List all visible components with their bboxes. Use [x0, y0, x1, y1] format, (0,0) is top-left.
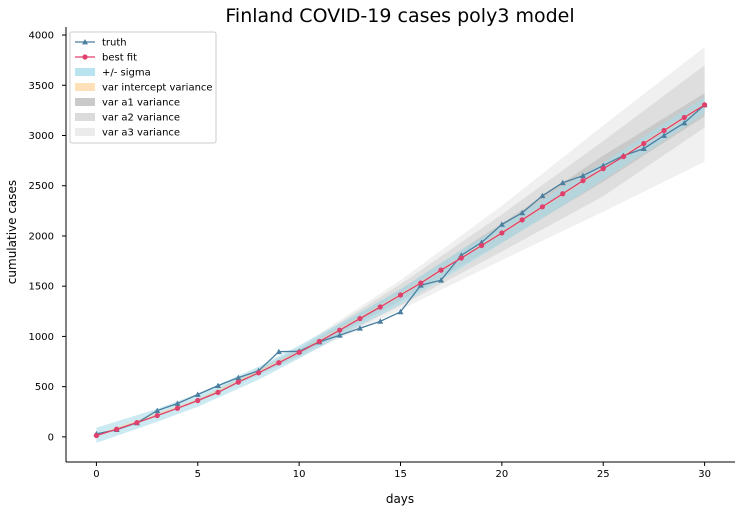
legend-label: var a1 variance [102, 98, 180, 109]
legend-item-sigma: +/- sigma [75, 68, 151, 79]
point-truth [397, 308, 404, 315]
legend: truth best fit +/- sigma var intercept vari… [69, 31, 217, 144]
x-axis-label: days [386, 492, 414, 506]
point-best-fit [620, 153, 627, 160]
point-truth [194, 391, 201, 397]
point-best-fit [174, 405, 181, 411]
point-best-fit [397, 292, 404, 298]
point-truth [438, 277, 445, 283]
point-best-fit [357, 315, 363, 322]
legend-label: +/- sigma [102, 68, 151, 79]
y-tick-label: 1500 [29, 282, 54, 293]
series-best-fit [93, 102, 708, 439]
y-tick-label: 1000 [29, 332, 54, 343]
x-tick-label: 10 [293, 469, 306, 480]
legend-swatch [75, 98, 95, 106]
point-truth [640, 145, 647, 151]
y-axis-label: cumulative cases [5, 180, 19, 284]
point-truth [579, 172, 586, 179]
point-best-fit [114, 426, 120, 432]
legend-label: best fit [102, 53, 137, 64]
x-tick-label: 15 [394, 469, 407, 480]
legend-item-var-a3-variance: var a3 variance [75, 128, 180, 139]
point-best-fit [458, 255, 464, 261]
legend-label: var a3 variance [102, 128, 180, 139]
point-best-fit [255, 370, 262, 376]
legend-swatch [75, 113, 95, 121]
legend-label: var a2 variance [102, 113, 180, 124]
point-truth [235, 374, 242, 381]
point-best-fit [316, 338, 323, 345]
legend-box [69, 31, 217, 144]
point-truth [539, 192, 546, 199]
legend-item-best-fit: best fit [75, 53, 137, 64]
point-best-fit [296, 349, 302, 355]
chart-title: Finland COVID-19 cases poly3 model [225, 5, 574, 27]
legend-swatch [75, 68, 95, 76]
point-truth [336, 332, 343, 338]
point-best-fit [377, 304, 383, 310]
point-best-fit [418, 280, 424, 286]
legend-item-var-a2-variance: var a2 variance [75, 113, 180, 124]
point-truth [498, 221, 505, 227]
legend-item-var-intercept-variance: var intercept variance [75, 83, 213, 94]
point-best-fit [661, 127, 667, 134]
point-best-fit [93, 432, 100, 439]
point-truth [377, 318, 384, 324]
point-best-fit [681, 114, 687, 121]
point-best-fit [438, 267, 444, 273]
point-best-fit [195, 397, 201, 404]
x-tick-label: 20 [495, 469, 508, 480]
point-truth [661, 132, 668, 138]
point-truth [154, 407, 161, 413]
data-series [93, 101, 708, 439]
legend-swatch [75, 128, 95, 136]
point-best-fit [154, 412, 160, 419]
y-tick-label: 3000 [29, 131, 54, 142]
point-best-fit [276, 360, 282, 366]
point-truth [174, 400, 181, 406]
point-best-fit [235, 379, 241, 385]
x-tick-label: 25 [597, 469, 610, 480]
point-best-fit [134, 420, 140, 426]
point-best-fit [701, 102, 708, 108]
x-tick-label: 5 [195, 469, 201, 480]
legend-marker [82, 39, 88, 45]
point-best-fit [478, 242, 485, 249]
point-best-fit [519, 217, 525, 223]
point-truth [681, 119, 688, 126]
y-tick-label: 2000 [29, 231, 54, 242]
point-best-fit [641, 140, 647, 147]
point-best-fit [539, 204, 546, 210]
point-best-fit [560, 191, 566, 197]
point-best-fit [215, 389, 221, 395]
point-best-fit [600, 166, 606, 172]
legend-label: var intercept variance [102, 83, 213, 94]
legend-item-truth: truth [75, 38, 127, 49]
point-truth [559, 179, 566, 186]
y-tick-label: 3500 [29, 81, 54, 92]
point-truth [356, 325, 363, 331]
x-tick-label: 0 [93, 469, 99, 480]
point-truth [215, 382, 222, 389]
x-tick-label: 30 [698, 469, 711, 480]
y-tick-label: 2500 [29, 181, 54, 192]
point-best-fit [580, 178, 586, 184]
legend-label: truth [102, 38, 127, 49]
point-best-fit [499, 230, 505, 236]
legend-swatch [75, 83, 95, 91]
legend-marker [82, 54, 88, 60]
y-tick-label: 0 [48, 432, 54, 443]
y-tick-label: 500 [35, 382, 54, 393]
point-best-fit [337, 327, 343, 333]
legend-item-var-a1-variance: var a1 variance [75, 98, 180, 109]
point-truth [519, 209, 526, 216]
axes: 0 5 10 15 20 25 30 0 500 1000 1500 2000 2500 3000 3500… [29, 27, 735, 480]
y-tick-label: 4000 [29, 31, 54, 42]
point-truth [275, 348, 282, 355]
